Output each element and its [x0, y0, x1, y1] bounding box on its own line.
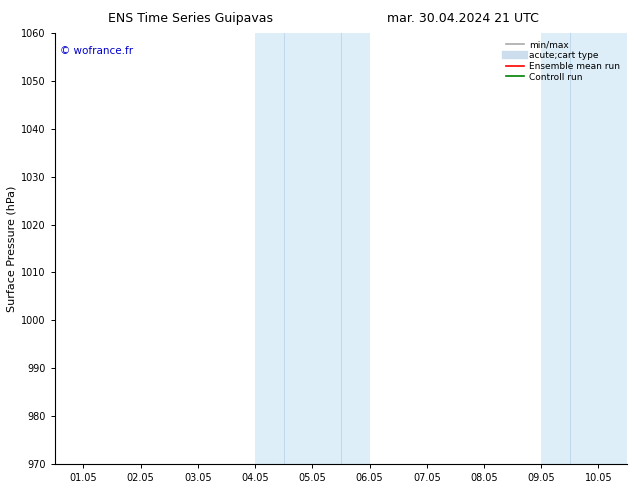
Text: ENS Time Series Guipavas: ENS Time Series Guipavas [108, 12, 273, 25]
Legend: min/max, acute;cart type, Ensemble mean run, Controll run: min/max, acute;cart type, Ensemble mean … [503, 38, 623, 84]
Text: © wofrance.fr: © wofrance.fr [60, 46, 134, 56]
Bar [255, 33, 370, 464]
Y-axis label: Surface Pressure (hPa): Surface Pressure (hPa) [7, 185, 17, 312]
Bar [541, 33, 627, 464]
Text: mar. 30.04.2024 21 UTC: mar. 30.04.2024 21 UTC [387, 12, 539, 25]
